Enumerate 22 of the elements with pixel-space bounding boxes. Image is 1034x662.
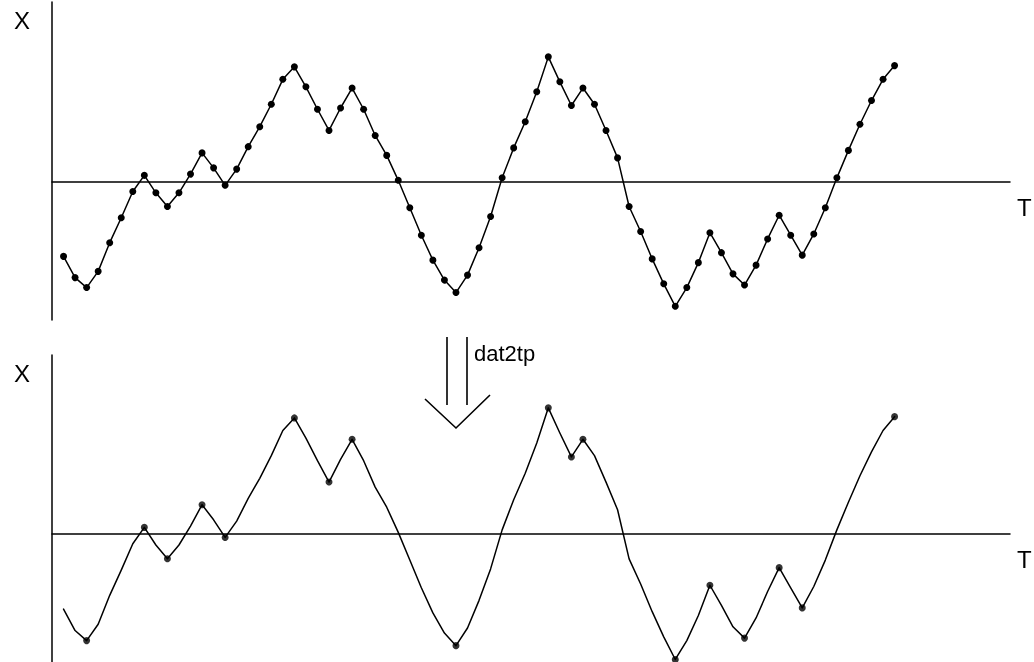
- point: [290, 414, 298, 422]
- point: [706, 581, 714, 589]
- point: [775, 564, 783, 572]
- point: [798, 604, 806, 612]
- point: [140, 523, 148, 531]
- y-axis-title: X: [14, 359, 31, 387]
- x-axis-title: T: [1017, 546, 1032, 574]
- point: [198, 501, 206, 509]
- point: [567, 453, 575, 461]
- point: [671, 655, 679, 662]
- point: [891, 413, 899, 421]
- point: [163, 555, 171, 563]
- point: [83, 637, 91, 645]
- point: [741, 634, 749, 642]
- point: [221, 533, 229, 541]
- text: dat2tp: [474, 340, 536, 366]
- point: [348, 435, 356, 443]
- y-axis-title: X: [14, 6, 31, 34]
- x-axis-title: T: [1017, 194, 1032, 222]
- point: [452, 642, 460, 650]
- point: [579, 435, 587, 443]
- point: [544, 404, 552, 412]
